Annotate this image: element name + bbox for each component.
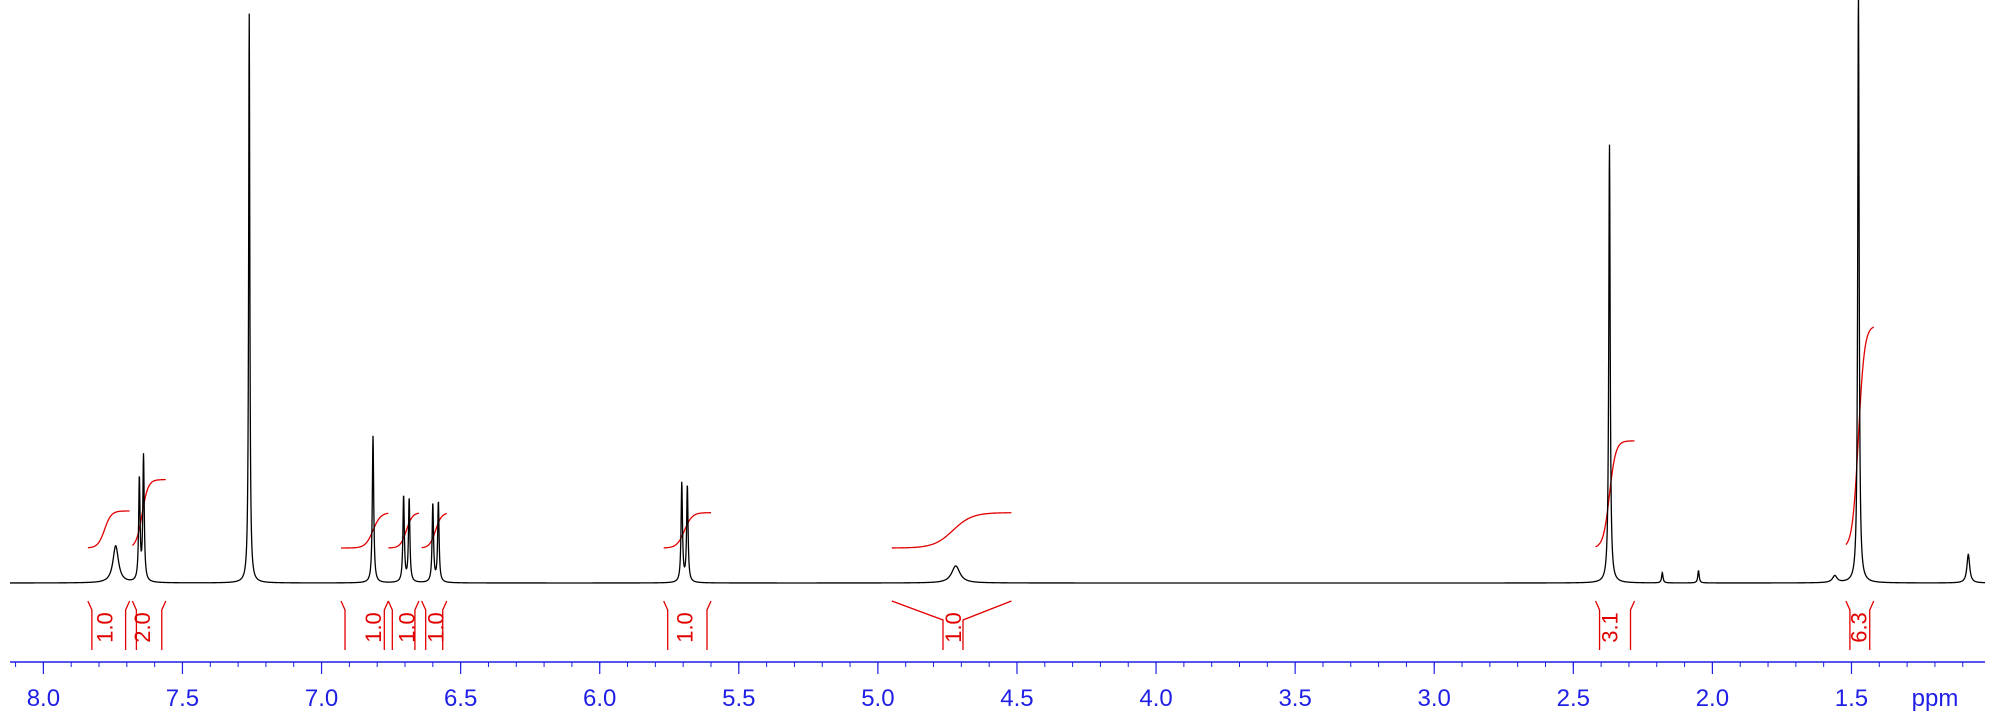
integral-curve xyxy=(131,478,166,546)
integral-region: 1.0 xyxy=(87,510,131,650)
x-axis-tick-label: 3.0 xyxy=(1418,685,1451,712)
integral-value-label: 1.0 xyxy=(93,612,118,643)
integral-bracket xyxy=(663,600,712,650)
integral-region: 1.0 xyxy=(663,512,712,650)
integral-curve xyxy=(421,512,447,549)
integral-value-label: 1.0 xyxy=(361,612,386,643)
integral-value-label: 1.0 xyxy=(941,612,966,643)
integral-curve xyxy=(341,512,389,549)
spectrum-trace xyxy=(10,0,1986,584)
integral-region: 1.0 xyxy=(340,512,389,650)
x-axis-tick-label: 6.0 xyxy=(583,685,616,712)
integral-bracket xyxy=(1845,600,1875,650)
x-axis-tick-label: 1.5 xyxy=(1835,685,1868,712)
x-axis-tick-label: 5.5 xyxy=(722,685,755,712)
integral-region: 2.0 xyxy=(130,478,167,650)
integral-value-label: 1.0 xyxy=(673,612,698,643)
integral-bracket xyxy=(1594,600,1636,650)
integral-bracket xyxy=(387,600,420,650)
integral-value-label: 2.0 xyxy=(130,612,155,643)
integral-bracket xyxy=(131,600,167,650)
integral-value-label: 1.0 xyxy=(394,612,419,643)
x-axis-tick-label: 8.0 xyxy=(27,685,60,712)
integral-bracket xyxy=(421,600,448,650)
integral-layer: 1.0 2.0 1.0 1.0 1.0 1.0 1.0 3.1 6.3 xyxy=(87,326,1875,650)
integral-curve xyxy=(388,512,420,549)
integral-bracket xyxy=(87,600,131,650)
integral-curve xyxy=(663,512,711,549)
x-axis-tick-label: 4.0 xyxy=(1139,685,1172,712)
integral-value-label: 6.3 xyxy=(1846,612,1871,643)
x-axis-tick-label: 7.0 xyxy=(305,685,338,712)
integral-value-label: 3.1 xyxy=(1597,612,1622,643)
integral-curve xyxy=(891,512,1012,549)
x-axis-tick-label: 5.0 xyxy=(861,685,894,712)
x-axis-tick-label: 7.5 xyxy=(166,685,199,712)
integral-curve xyxy=(87,510,130,549)
x-axis-unit-label: ppm xyxy=(1912,685,1959,712)
integral-bracket xyxy=(891,600,1012,650)
x-axis-tick-label: 3.5 xyxy=(1278,685,1311,712)
integral-region: 1.0 xyxy=(421,512,449,650)
x-axis-tick-label: 2.0 xyxy=(1696,685,1729,712)
x-axis-tick-label: 6.5 xyxy=(444,685,477,712)
spectrum-trace-layer xyxy=(10,0,1986,584)
integral-value-label: 1.0 xyxy=(424,612,449,643)
integral-curve xyxy=(1595,440,1635,548)
x-axis-tick-label: 2.5 xyxy=(1557,685,1590,712)
x-axis: 8.0 7.5 7.0 6.5 6.0 5.5 5.0 4.5 4.0 3.5 3.0 2.5 2.0 1… xyxy=(10,661,1985,712)
integral-region: 1.0 xyxy=(891,512,1012,650)
integral-region: 3.1 xyxy=(1594,440,1636,650)
integral-bracket xyxy=(340,600,389,650)
x-axis-tick-label: 4.5 xyxy=(1000,685,1033,712)
integral-region: 1.0 xyxy=(387,512,420,650)
